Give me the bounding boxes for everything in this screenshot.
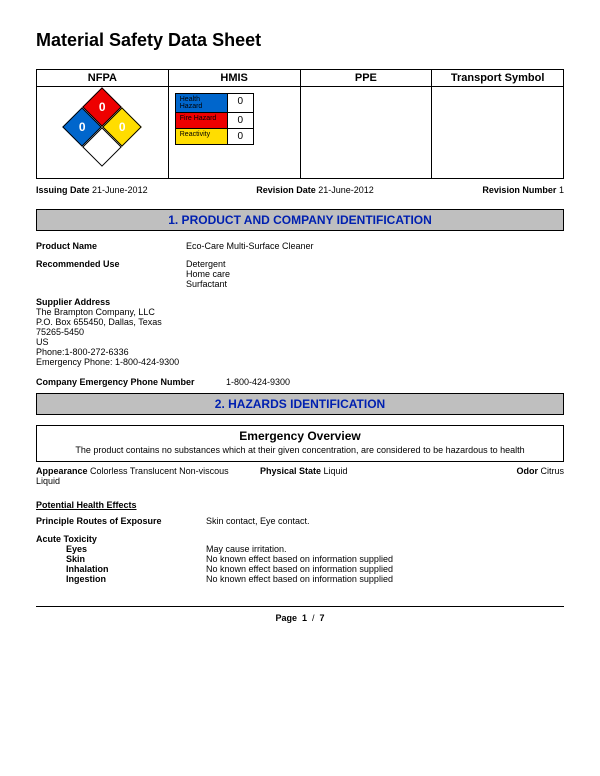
hmis-react-label: Reactivity bbox=[175, 129, 227, 145]
doc-title: Material Safety Data Sheet bbox=[36, 30, 564, 51]
acute-toxicity-head: Acute Toxicity bbox=[36, 534, 564, 544]
odor-label: Odor bbox=[516, 466, 538, 476]
product-name-label: Product Name bbox=[36, 241, 186, 251]
rev-date-label: Revision Date bbox=[256, 185, 316, 195]
physical-props-row: Appearance Colorless Translucent Non-vis… bbox=[36, 466, 564, 486]
acute-skin-v: No known effect based on information sup… bbox=[206, 554, 564, 564]
appearance-label: Appearance bbox=[36, 466, 88, 476]
rev-num-val: 1 bbox=[559, 185, 564, 195]
routes-label: Principle Routes of Exposure bbox=[36, 516, 206, 526]
page-sep: / bbox=[312, 613, 315, 623]
use-line-2: Home care bbox=[186, 269, 564, 279]
col-hmis: HMIS bbox=[168, 70, 300, 87]
nfpa-reactivity: 0 bbox=[119, 120, 126, 134]
acute-inhal-v: No known effect based on information sup… bbox=[206, 564, 564, 574]
hazard-header-table: NFPA HMIS PPE Transport Symbol 0 0 0 Hea… bbox=[36, 69, 564, 179]
state-label: Physical State bbox=[260, 466, 321, 476]
hmis-fire-val: 0 bbox=[227, 113, 253, 129]
dates-row: Issuing Date 21-June-2012 Revision Date … bbox=[36, 185, 564, 195]
supplier-line-2: P.O. Box 655450, Dallas, Texas bbox=[36, 317, 564, 327]
routes-val: Skin contact, Eye contact. bbox=[206, 516, 564, 526]
company-emerg-label: Company Emergency Phone Number bbox=[36, 377, 226, 387]
page-total: 7 bbox=[320, 613, 325, 623]
hmis-health-label: Health Hazard bbox=[175, 94, 227, 113]
issue-date-label: Issuing Date bbox=[36, 185, 90, 195]
use-line-3: Surfactant bbox=[186, 279, 564, 289]
hmis-health-val: 0 bbox=[227, 94, 253, 113]
rev-num-label: Revision Number bbox=[482, 185, 556, 195]
supplier-line-5: Phone:1-800-272-6336 bbox=[36, 347, 564, 357]
footer-rule bbox=[36, 606, 564, 607]
col-transport: Transport Symbol bbox=[432, 70, 564, 87]
odor-val: Citrus bbox=[540, 466, 564, 476]
page-label: Page bbox=[275, 613, 297, 623]
emergency-overview-box: Emergency Overview The product contains … bbox=[36, 425, 564, 462]
nfpa-fire: 0 bbox=[99, 100, 106, 114]
section-2-bar: 2. HAZARDS IDENTIFICATION bbox=[36, 393, 564, 415]
supplier-line-3: 75265-5450 bbox=[36, 327, 564, 337]
nfpa-health: 0 bbox=[79, 120, 86, 134]
acute-skin-k: Skin bbox=[36, 554, 206, 564]
acute-ingest-k: Ingestion bbox=[36, 574, 206, 584]
hmis-react-val: 0 bbox=[227, 129, 253, 145]
company-emerg-val: 1-800-424-9300 bbox=[226, 377, 290, 387]
supplier-heading: Supplier Address bbox=[36, 297, 564, 307]
col-nfpa: NFPA bbox=[37, 70, 169, 87]
use-line-1: Detergent bbox=[186, 259, 564, 269]
emergency-overview-body: The product contains no substances which… bbox=[37, 443, 563, 461]
rev-date-val: 21-June-2012 bbox=[318, 185, 374, 195]
col-ppe: PPE bbox=[300, 70, 432, 87]
emergency-overview-title: Emergency Overview bbox=[37, 426, 563, 443]
ppe-cell bbox=[300, 87, 432, 179]
issue-date-val: 21-June-2012 bbox=[92, 185, 148, 195]
acute-ingest-v: No known effect based on information sup… bbox=[206, 574, 564, 584]
product-name-val: Eco-Care Multi-Surface Cleaner bbox=[186, 241, 564, 251]
recommended-use-label: Recommended Use bbox=[36, 259, 186, 289]
state-val: Liquid bbox=[324, 466, 348, 476]
transport-cell bbox=[432, 87, 564, 179]
page-number: Page 1 / 7 bbox=[36, 613, 564, 623]
hmis-fire-label: Fire Hazard bbox=[175, 113, 227, 129]
acute-eyes-v: May cause irritation. bbox=[206, 544, 564, 554]
hmis-table: Health Hazard0 Fire Hazard0 Reactivity0 bbox=[175, 93, 254, 145]
nfpa-diamond: 0 0 0 bbox=[63, 91, 141, 169]
supplier-address: Supplier Address The Brampton Company, L… bbox=[36, 297, 564, 367]
supplier-line-6: Emergency Phone: 1-800-424-9300 bbox=[36, 357, 564, 367]
acute-eyes-k: Eyes bbox=[36, 544, 206, 554]
section-1-bar: 1. PRODUCT AND COMPANY IDENTIFICATION bbox=[36, 209, 564, 231]
acute-toxicity-list: EyesMay cause irritation. SkinNo known e… bbox=[36, 544, 564, 584]
supplier-line-4: US bbox=[36, 337, 564, 347]
potential-health-effects-head: Potential Health Effects bbox=[36, 500, 564, 510]
supplier-line-1: The Brampton Company, LLC bbox=[36, 307, 564, 317]
acute-inhal-k: Inhalation bbox=[36, 564, 206, 574]
page-current: 1 bbox=[302, 613, 307, 623]
